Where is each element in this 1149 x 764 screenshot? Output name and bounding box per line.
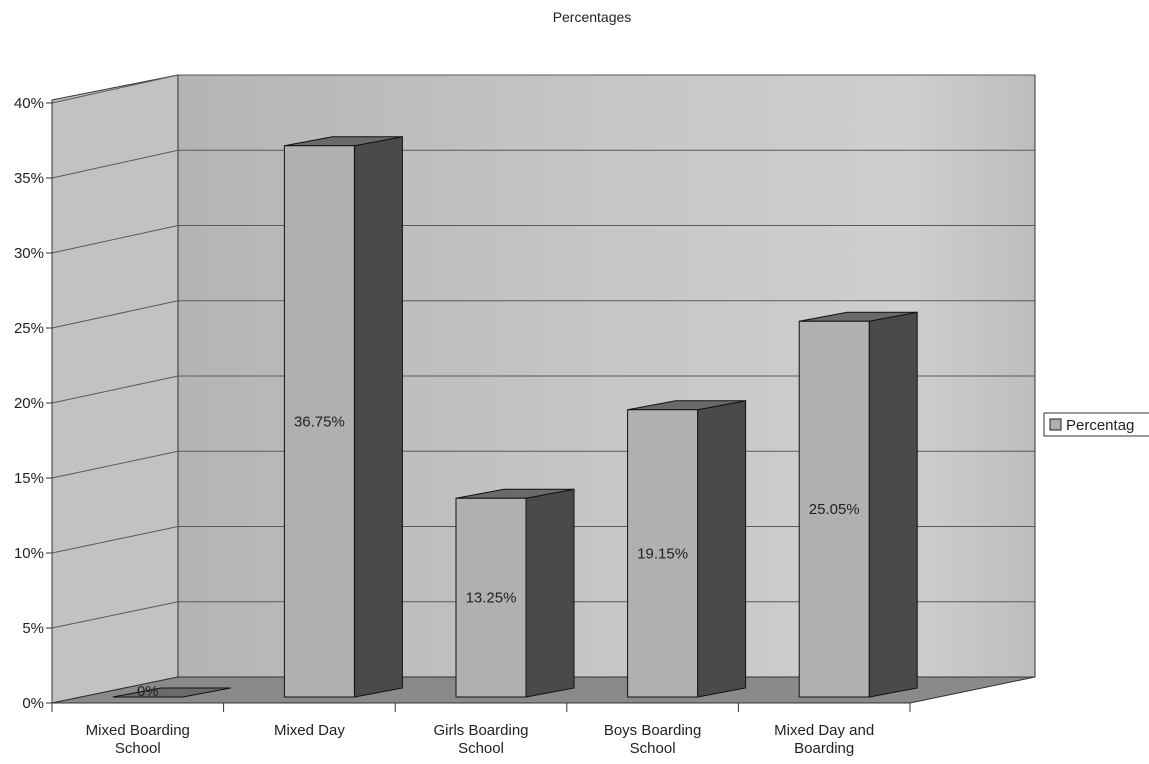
x-tick-label: Mixed Boarding School	[86, 722, 190, 757]
gridline-side	[51, 450, 179, 479]
x-tick-label: Mixed Day and Boarding	[774, 722, 874, 757]
data-label: 13.25%	[466, 590, 517, 607]
bar-side	[868, 311, 918, 698]
legend: Percentag	[1043, 412, 1149, 437]
bars	[112, 136, 918, 698]
x-tick-label-line: Mixed Day	[274, 722, 345, 739]
data-label: 25.05%	[809, 501, 860, 518]
bar-side	[525, 488, 575, 698]
y-tick-label: 15%	[14, 470, 44, 487]
x-tick-label-line: School	[630, 740, 676, 757]
bar-front	[798, 320, 870, 698]
bar	[112, 687, 231, 698]
bar-flat	[112, 687, 231, 698]
gridline-side	[51, 225, 179, 254]
bar-front	[627, 409, 699, 698]
bar	[798, 311, 918, 698]
y-tick-label: 25%	[14, 320, 44, 337]
bar-side	[697, 400, 747, 698]
bar	[627, 400, 747, 698]
x-tick-label-line: Mixed Day and	[774, 722, 874, 739]
bar	[455, 488, 575, 698]
x-tick-label-line: School	[115, 740, 161, 757]
legend-label: Percentag	[1066, 417, 1134, 434]
bar	[283, 136, 403, 698]
gridline-side	[51, 526, 179, 554]
data-label: 36.75%	[294, 413, 345, 430]
data-label: 19.15%	[637, 545, 688, 562]
y-tick-label: 5%	[22, 620, 44, 637]
y-tick-label: 30%	[14, 245, 44, 262]
x-tick-label-line: Boarding	[794, 740, 854, 757]
gridline-side	[51, 375, 179, 404]
bar-side	[353, 136, 403, 698]
y-tick-label: 35%	[14, 170, 44, 187]
bar-front	[283, 145, 355, 698]
gridline-side	[51, 300, 179, 329]
y-tick-label: 40%	[14, 95, 44, 112]
y-tick-label: 20%	[14, 395, 44, 412]
y-axis: 0% 5% 10% 15% 20% 25% 30% 35% 40%	[14, 95, 53, 712]
x-tick-label-line: Boys Boarding	[604, 722, 702, 739]
legend-box	[1043, 412, 1149, 437]
gridline-side	[51, 74, 179, 104]
data-label: 0%	[137, 683, 159, 700]
chart-title: Percentages	[553, 9, 632, 25]
gridline-side	[51, 601, 179, 629]
x-tick-label: Boys Boarding School	[604, 722, 702, 757]
x-tick-label: Mixed Day	[274, 722, 345, 739]
x-tick-label-line: Girls Boarding	[433, 722, 528, 739]
x-tick-label-line: Mixed Boarding	[86, 722, 190, 739]
data-labels: 0% 36.75% 13.25% 19.15% 25.05%	[137, 413, 860, 700]
y-tick-label: 0%	[22, 695, 44, 712]
x-tick-label: Girls Boarding School	[433, 722, 528, 757]
y-tick-label: 10%	[14, 545, 44, 562]
gridline-side	[51, 149, 179, 179]
bar-front	[455, 497, 527, 698]
x-tick-label-line: School	[458, 740, 504, 757]
legend-swatch	[1049, 418, 1062, 431]
